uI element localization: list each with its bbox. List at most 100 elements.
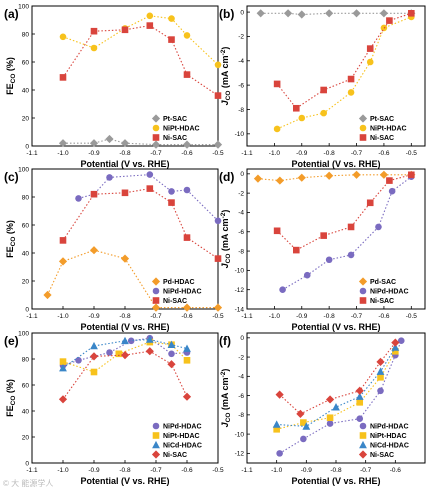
data-point xyxy=(146,12,154,20)
panel-label: (f) xyxy=(219,334,231,348)
data-point xyxy=(75,195,82,202)
data-point xyxy=(253,174,263,183)
data-point xyxy=(58,139,68,148)
x-tick-label: -0.5 xyxy=(212,467,224,474)
data-point xyxy=(121,26,129,34)
data-point xyxy=(214,255,222,262)
series-line-Ni-SAC xyxy=(62,25,219,97)
y-tick-label: 60 xyxy=(22,59,30,66)
data-point xyxy=(320,86,327,94)
data-point xyxy=(376,367,385,375)
series-line-Pt-SAC xyxy=(260,12,412,16)
data-point xyxy=(355,386,364,395)
legend-marker xyxy=(359,134,367,141)
legend-label: NiPd-HDAC xyxy=(163,424,202,431)
data-point xyxy=(90,368,98,376)
data-point xyxy=(182,140,192,149)
y-tick-label: -8 xyxy=(238,248,244,255)
data-point xyxy=(325,171,334,180)
legend-label: Ni-SAC xyxy=(163,135,187,142)
data-point xyxy=(332,403,340,411)
data-point xyxy=(366,58,374,66)
x-tick-label: -0.6 xyxy=(390,467,402,474)
data-point xyxy=(214,92,222,99)
data-point xyxy=(75,357,82,364)
x-tick-label: -1.1 xyxy=(241,313,253,320)
y-tick-label: -2 xyxy=(238,34,244,41)
data-point xyxy=(90,44,98,52)
series-line-Ni-SAC xyxy=(62,188,219,260)
x-tick-label: -1.0 xyxy=(57,467,69,474)
x-tick-label: -1.1 xyxy=(241,467,253,474)
x-tick-label: -0.7 xyxy=(150,467,162,474)
watermark: © 大 能源学人 xyxy=(3,479,54,488)
data-point xyxy=(377,373,384,381)
data-point xyxy=(127,337,135,345)
data-point xyxy=(214,217,222,225)
y-tick-label: -6 xyxy=(238,82,244,89)
data-point xyxy=(43,290,52,300)
panel-label: (d) xyxy=(219,170,234,184)
data-point xyxy=(89,139,99,148)
legend-label: Pt-SAC xyxy=(163,116,187,123)
data-point xyxy=(58,257,68,266)
data-point xyxy=(213,303,223,312)
legend-marker xyxy=(152,432,160,439)
x-tick-label: -0.9 xyxy=(88,467,100,474)
data-point xyxy=(182,303,192,312)
y-tick-label: 0 xyxy=(240,171,244,178)
y-tick-label: -6 xyxy=(238,393,244,400)
plot-frame xyxy=(246,168,426,310)
panel-label: (b) xyxy=(219,7,234,21)
legend-label: Ni-SAC xyxy=(370,135,394,142)
data-point xyxy=(121,189,129,197)
chart-panel-b: (b) -1.1 -1.0 -0.9 -0.8 -0.7 -0.6 -0.5 0 -2 -4 -6 -8… xyxy=(219,5,426,169)
legend-label: Ni-SAC xyxy=(163,452,187,459)
y-tick-label: 100 xyxy=(18,3,29,10)
data-point xyxy=(375,223,382,231)
data-point xyxy=(392,347,399,355)
y-tick-label: 80 xyxy=(22,194,30,201)
data-point xyxy=(388,187,396,195)
y-tick-label: 40 xyxy=(22,250,30,257)
legend-marker xyxy=(151,450,161,459)
data-point xyxy=(273,425,280,433)
y-tick-label: 0 xyxy=(25,143,29,150)
x-tick-label: -1.1 xyxy=(26,150,38,157)
legend-marker xyxy=(152,124,160,132)
x-tick-label: -0.7 xyxy=(150,313,162,320)
data-point xyxy=(106,349,113,356)
data-point xyxy=(90,341,98,350)
data-point xyxy=(355,392,364,400)
data-point xyxy=(58,395,68,404)
x-tick-label: -1.1 xyxy=(26,313,38,320)
y-tick-label: -4 xyxy=(238,374,244,381)
data-point xyxy=(183,32,191,39)
data-point xyxy=(356,415,364,423)
legend-label: NiCd-HDAC xyxy=(370,443,409,450)
legend-marker xyxy=(359,124,367,132)
data-point xyxy=(121,336,129,345)
y-tick-label: -10 xyxy=(235,431,245,438)
y-axis-label: FECO (%) xyxy=(5,379,17,417)
data-point xyxy=(325,256,333,264)
x-tick-label: -0.5 xyxy=(212,313,224,320)
legend-marker xyxy=(359,287,367,295)
chart-panel-d: (d) -1.1 -1.0 -0.9 -0.8 -0.7 -0.6 -0.5 0 -2 -4 -6 -8… xyxy=(219,168,426,332)
legend-marker xyxy=(151,277,161,286)
y-tick-label: 80 xyxy=(22,31,30,38)
series-line-Ni-SAC xyxy=(276,174,412,251)
legend-marker xyxy=(152,422,160,430)
data-point xyxy=(352,9,361,18)
data-point xyxy=(89,246,99,255)
data-point xyxy=(320,109,327,117)
data-point xyxy=(167,360,176,369)
legend-label: NiPt-HDAC xyxy=(370,433,407,440)
x-tick-label: -0.5 xyxy=(212,150,224,157)
chart-panel-a: (a) -1.1 -1.0 -0.9 -0.8 -0.7 -0.6 -0.5 0 20 40 60 80… xyxy=(4,3,224,169)
series-line-NiPd-HDAC xyxy=(78,174,219,222)
data-point xyxy=(120,254,130,263)
y-tick-label: -10 xyxy=(235,131,245,138)
